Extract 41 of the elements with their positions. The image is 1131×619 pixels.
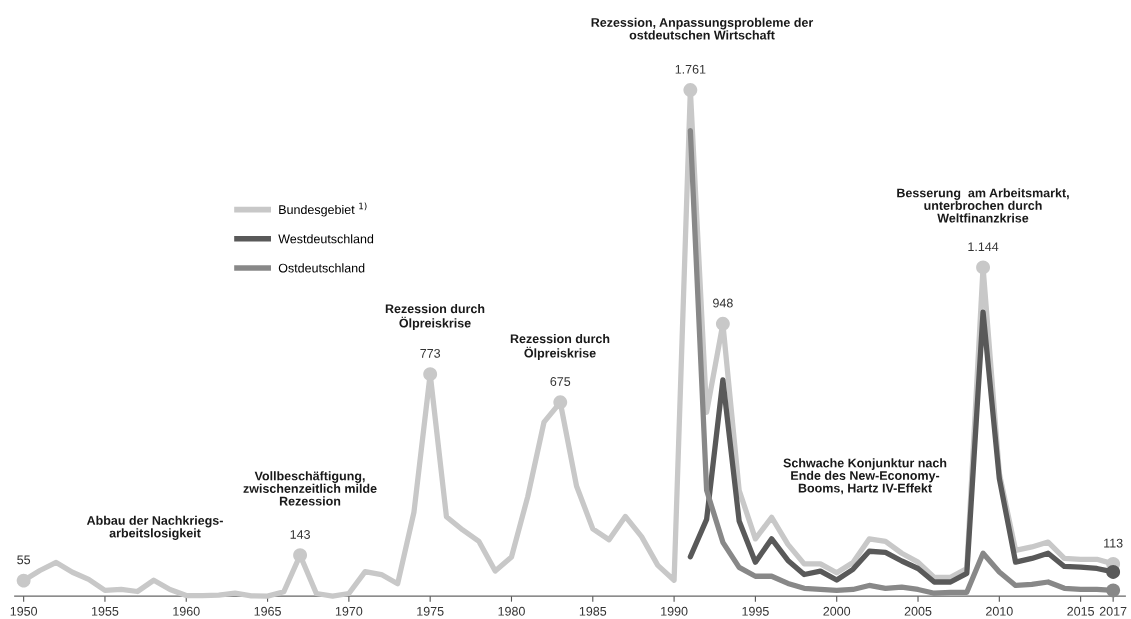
point: [683, 83, 698, 98]
data-label: 1.761: [675, 64, 706, 74]
x-tick-label: 2000: [823, 606, 851, 616]
point: [553, 395, 568, 410]
point: [423, 367, 438, 382]
point: [16, 573, 31, 588]
x-tick-label: 1950: [10, 606, 38, 616]
data-label: 55: [17, 555, 31, 565]
annotation: Rezession durch Ölpreiskrise: [510, 334, 610, 360]
annotation: Vollbeschäftigung, zwischenzeitlich milde Rezession: [243, 471, 377, 506]
point: [976, 260, 990, 275]
x-tick-label: 2017: [1099, 606, 1127, 616]
data-label: 143: [290, 530, 310, 539]
x-tick-label: 1995: [742, 606, 769, 616]
annotation: Besserung am Arbeitsmarkt, unterbrochen durch Weltfinanzkrise: [897, 188, 1069, 223]
point: [1106, 565, 1121, 579]
data-label: 113: [1104, 538, 1123, 548]
annotation: Rezession durch Ölpreiskrise: [385, 304, 485, 330]
x-tick-label: 1985: [579, 606, 607, 616]
annotation: Abbau der Nachkriegs- arbeitslosigkeit: [86, 515, 223, 540]
point: [715, 316, 730, 331]
legend-label: Bundesgebiet $^{1)}$: [279, 202, 367, 217]
legend-label: Westdeutschland: [278, 234, 374, 244]
x-tick-label: 2015: [1067, 606, 1095, 616]
x-tick-label: 1975: [417, 606, 444, 616]
x-tick-label: 1980: [498, 606, 525, 616]
text: Rezession, Anpassungsprobleme der ostdeutschen Wirtschaft: [591, 17, 814, 40]
x-tick-label: 1960: [173, 606, 200, 616]
x-tick-label: 1990: [661, 606, 688, 616]
x-tick-label: 1955: [92, 606, 119, 616]
data-label: 773: [420, 348, 441, 358]
annotation: Schwache Konjunktur nach Ende des New-Economy- Booms, Hartz IV-Effekt: [783, 458, 947, 495]
x-tick-label: 2010: [986, 606, 1013, 616]
x-tick-label: 1970: [335, 606, 363, 616]
legend-label: Ostdeutschland: [278, 263, 365, 273]
data-label: 1.144: [968, 242, 999, 251]
x-tick-label: 1965: [254, 606, 281, 616]
data-label: 948: [713, 298, 733, 308]
point: [1106, 583, 1121, 598]
x-tick-label: 2005: [904, 606, 932, 616]
data-label: 675: [550, 377, 571, 386]
